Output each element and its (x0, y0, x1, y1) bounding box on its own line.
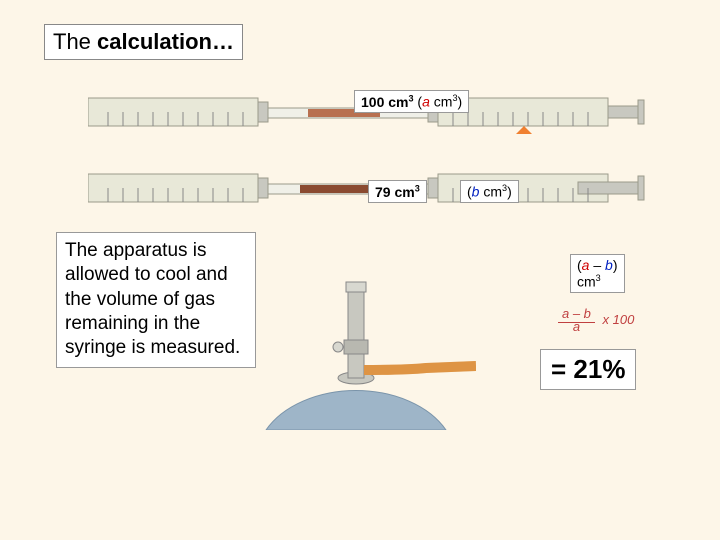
fv-cm: cm (577, 274, 596, 290)
label-volume-1: 100 cm3 (a cm3) (354, 90, 469, 113)
frac-bot: a (573, 318, 580, 334)
fv-cmsup: 3 (596, 273, 601, 283)
heading-plain: The (53, 29, 97, 54)
vol1-pc: ) (458, 94, 463, 110)
formula-volume-diff: (a – b) cm3 (570, 254, 625, 293)
vol2b-rest: cm (479, 184, 502, 200)
fv-pc: ) (613, 257, 618, 273)
vol2-num: 79 cm (375, 184, 415, 200)
heading: The calculation… (44, 24, 243, 60)
formula-fraction: a – b a x 100 (558, 307, 668, 339)
label-volume-2b: (b cm3) (460, 180, 519, 203)
vol1-rest: cm (430, 94, 453, 110)
label-volume-2: 79 cm3 (368, 180, 427, 203)
fv-minus: – (589, 257, 605, 273)
heading-ellipsis: … (212, 29, 234, 54)
bunsen-burner-icon (256, 270, 476, 430)
description-paragraph: The apparatus is allowed to cool and the… (56, 232, 256, 368)
vol1-num: 100 cm (361, 94, 408, 110)
vol1-po: ( (414, 94, 423, 110)
vol2-sup: 3 (415, 183, 420, 193)
formula-area: (a – b) cm3 a – b a x 100 = 21% (540, 254, 690, 390)
vol1-a: a (422, 94, 430, 110)
result-value: = 21% (540, 349, 636, 390)
fv-b: b (605, 257, 613, 273)
formula-times100: x 100 (599, 312, 634, 327)
vol2b-pc: ) (507, 184, 512, 200)
heading-bold: calculation (97, 29, 212, 54)
